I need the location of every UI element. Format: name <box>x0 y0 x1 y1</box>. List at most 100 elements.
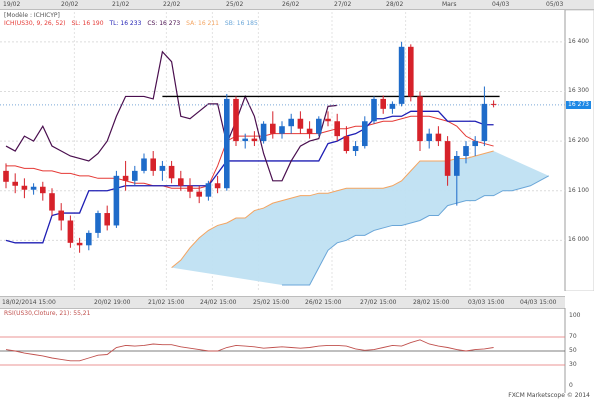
rsi-axis-label: 30 <box>569 361 577 368</box>
price-axis-label: 16 300 <box>568 87 589 95</box>
rsi-label: RSI(US30,Cloture, 21): 55,21 <box>4 310 91 317</box>
candle-body <box>408 46 414 97</box>
rsi-chart-svg[interactable] <box>0 308 594 393</box>
top-date-label: 28/02 <box>386 1 404 8</box>
price-axis-label: 16 200 <box>568 137 589 145</box>
kijun-sen-line <box>6 115 494 189</box>
price-axis-label: 16 400 <box>568 37 589 45</box>
candle-body <box>67 220 74 243</box>
candle-body <box>472 141 478 147</box>
candle-body <box>380 98 386 109</box>
candle-body <box>49 193 55 211</box>
candle-body <box>417 96 423 142</box>
candle-body <box>435 133 442 142</box>
last-price-tag: 16 273 <box>566 100 591 109</box>
price-axis-band <box>564 9 594 292</box>
rsi-axis-label: 0 <box>569 382 573 389</box>
candle-body <box>159 165 166 171</box>
candle-body <box>444 141 451 176</box>
senkou-span-b-line <box>282 175 550 286</box>
candle-body <box>454 155 460 176</box>
sl-value: SL: 16 190 <box>71 20 104 27</box>
candle-body <box>113 175 120 226</box>
candle-body <box>233 98 239 142</box>
top-date-label: 04/03 <box>492 1 510 8</box>
model-label: [Modèle : ICHICYP] <box>4 12 60 19</box>
top-date-label: 19/02 <box>3 1 21 8</box>
candle-body <box>490 103 497 105</box>
senkou-span-a-line <box>171 150 494 269</box>
bottom-date-label: 28/02 15:00 <box>413 299 450 306</box>
candle-body <box>141 158 147 171</box>
candle-body <box>168 165 175 179</box>
candle-body <box>288 118 294 127</box>
price-chart-svg[interactable] <box>0 9 594 292</box>
price-axis-label: 16 000 <box>568 236 589 244</box>
rsi-axis-label: 70 <box>569 333 577 340</box>
bottom-date-label: 26/02 15:00 <box>305 299 342 306</box>
tenkan-sen-line <box>5 110 494 244</box>
candle-body <box>389 103 396 109</box>
top-date-rail: 19/02 20/02 21/02 22/02 25/02 26/02 27/02 28/02… <box>0 0 594 10</box>
candle-body <box>224 98 230 189</box>
sa-value: SA: 16 211 <box>186 20 219 27</box>
top-date-label: 20/02 <box>61 1 79 8</box>
candle-body <box>196 191 202 197</box>
candle-body <box>178 178 184 186</box>
top-date-label: 22/02 <box>163 1 181 8</box>
candle-body <box>76 242 83 246</box>
top-date-label: 21/02 <box>112 1 130 8</box>
ichimoku-params: ICH(US30, 9, 26, 52) <box>4 20 66 27</box>
tl-value: TL: 16 233 <box>109 20 142 27</box>
price-panel[interactable]: [Modèle : ICHICYP] ICH(US30, 9, 26, 52) … <box>0 9 594 292</box>
rsi-axis-label: 50 <box>569 347 577 354</box>
candle-body <box>30 186 37 190</box>
bottom-date-label: 25/02 15:00 <box>253 299 290 306</box>
candle-body <box>426 133 432 142</box>
rsi-panel[interactable]: RSI(US30,Cloture, 21): 55,21 100 70 50 30 0 <box>0 308 594 393</box>
candle-body <box>205 183 212 197</box>
top-date-label: 25/02 <box>226 1 244 8</box>
copyright-text: FXCM Marketscope © 2014 <box>508 392 590 399</box>
bottom-date-rail: 18/02/2014 15:00 20/02 19:00 21/02 15:00 24… <box>0 296 565 309</box>
candle-body <box>86 232 92 246</box>
ichimoku-legend: ICH(US30, 9, 26, 52) SL: 16 190 TL: 16 2… <box>4 20 262 28</box>
chikou-span-line <box>5 50 338 182</box>
candle-body <box>398 46 405 104</box>
candle-body <box>481 103 488 142</box>
candle-body <box>95 213 101 233</box>
sb-value: SB: 16 185 <box>224 20 258 27</box>
bottom-date-label: 03/03 15:00 <box>468 299 505 306</box>
top-date-label: 05/03 <box>546 1 564 8</box>
candle-body <box>214 183 221 189</box>
bottom-date-label: 21/02 15:00 <box>148 299 185 306</box>
candle-body <box>316 118 322 134</box>
candle-body <box>463 146 469 156</box>
candle-body <box>132 170 138 181</box>
candle-body <box>260 123 267 142</box>
candle-body <box>58 210 64 221</box>
bottom-date-label: 04/03 15:00 <box>520 299 557 306</box>
candle-body <box>104 213 110 226</box>
candle-body <box>242 138 248 142</box>
candle-body <box>122 175 129 181</box>
candle-body <box>270 123 276 134</box>
candle-body <box>297 118 304 129</box>
candle-body <box>334 121 340 137</box>
top-date-label: 26/02 <box>282 1 300 8</box>
candle-body <box>12 181 18 186</box>
rsi-axis-label: 100 <box>569 312 581 319</box>
candle-body <box>352 146 359 152</box>
candle-body <box>150 158 156 171</box>
candle-body <box>362 121 368 147</box>
candle-body <box>343 136 350 152</box>
top-date-label: 27/02 <box>334 1 352 8</box>
bottom-date-label: 27/02 15:00 <box>360 299 397 306</box>
candle-body <box>371 98 377 122</box>
rsi-line <box>5 339 494 362</box>
candle-body <box>251 138 258 142</box>
bottom-date-label: 20/02 19:00 <box>94 299 131 306</box>
candle-body <box>21 185 28 190</box>
top-date-label: Mars <box>442 1 457 8</box>
